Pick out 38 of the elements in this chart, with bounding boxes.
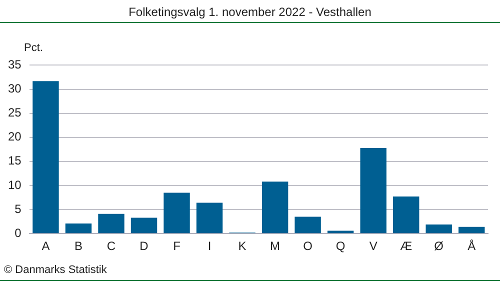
x-tick-label: D: [140, 239, 149, 254]
bar: [98, 214, 124, 234]
y-tick-label: 30: [8, 82, 22, 96]
y-tick-label: 25: [8, 106, 22, 120]
x-tick-label: F: [173, 239, 180, 254]
y-axis-title: Pct.: [24, 42, 43, 54]
x-tick-label: I: [208, 239, 212, 254]
x-tick-label: Å: [468, 239, 476, 254]
bar: [164, 192, 190, 234]
y-tick-label: 10: [8, 178, 22, 192]
x-tick-label: M: [270, 239, 280, 254]
bar: [426, 224, 452, 234]
y-tick-label: 35: [8, 58, 22, 72]
x-tick-label: C: [106, 239, 116, 254]
bar: [458, 226, 485, 234]
y-tick-label: 15: [8, 154, 22, 168]
x-tick-label: Q: [336, 239, 346, 254]
bar: [327, 230, 354, 234]
x-tick-label: Æ: [400, 239, 412, 254]
bar: [294, 216, 321, 234]
bar: [262, 182, 288, 234]
y-tick-label: 0: [14, 226, 22, 240]
bar: [392, 196, 420, 234]
bar: [196, 202, 223, 234]
y-tick-label: 5: [14, 202, 22, 216]
bar: [360, 148, 386, 234]
bar: [130, 218, 158, 234]
x-tick-label: B: [74, 239, 82, 254]
y-tick-label: 20: [8, 130, 22, 144]
chart-title: Folketingsvalg 1. november 2022 - Vesthallen: [128, 5, 372, 19]
x-tick-label: V: [369, 239, 378, 254]
bar: [32, 81, 59, 234]
bar: [65, 223, 92, 234]
x-tick-label: K: [238, 239, 246, 254]
x-tick-label: O: [303, 239, 312, 254]
x-tick-label: A: [42, 239, 50, 254]
x-tick-label: Ø: [434, 239, 444, 254]
text: © Danmarks Statistik: [4, 264, 107, 276]
